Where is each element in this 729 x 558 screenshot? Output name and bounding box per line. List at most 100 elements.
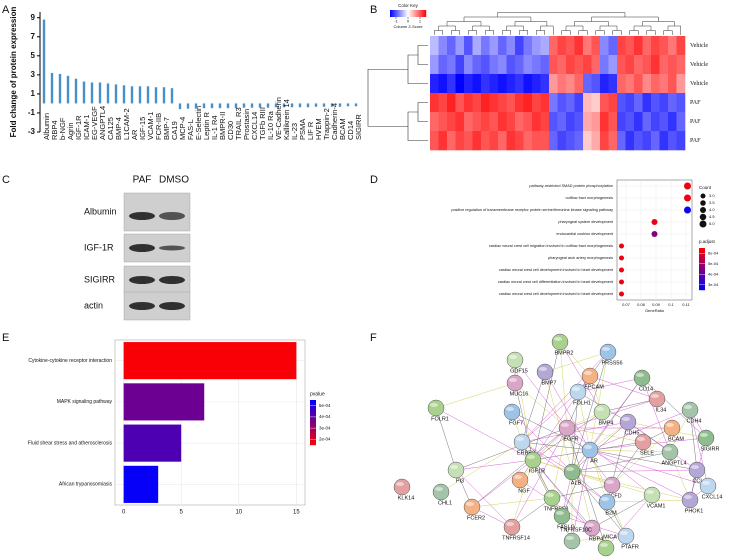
heatmap-cell [642, 93, 652, 113]
heatmap-cell [583, 93, 592, 113]
network-edge [514, 382, 534, 461]
network-node [553, 507, 571, 525]
bar [306, 103, 310, 108]
colorbar-swatch [310, 424, 316, 426]
heatmap-cell [659, 74, 669, 94]
heatmap-cell [549, 93, 558, 113]
x-tick-label: CD14 [346, 121, 355, 140]
node-label: RBP4 [589, 536, 603, 542]
network-edge [532, 459, 593, 529]
x-tick-label: IL-1 R4 [210, 115, 219, 140]
x-tick-label: IGF-15 [138, 117, 147, 140]
heatmap-cell [506, 112, 516, 132]
y-tick-label: cardiac neural crest cell development in… [499, 292, 614, 296]
legend-dot [699, 213, 707, 221]
node-highlight [584, 445, 592, 449]
key-swatch [418, 10, 420, 17]
heatmap-cell [668, 55, 677, 75]
node-label: SIGIRR [701, 446, 720, 452]
colorbar-swatch [310, 422, 316, 424]
colorbar-swatch [310, 426, 316, 428]
heatmap-cell [540, 131, 550, 151]
network-edge [589, 375, 658, 400]
key-swatch [393, 10, 395, 17]
colorbar-label: 4e-04 [319, 414, 331, 419]
node-label: NGF [518, 488, 530, 494]
node-highlight [506, 522, 514, 526]
node-label: FOLR1 [431, 416, 449, 422]
heatmap-cell [591, 74, 601, 94]
x-tick-label: BCAM [338, 118, 347, 140]
colorbar-swatch [699, 287, 705, 289]
heatmap-cell [659, 112, 669, 132]
heatmap-cell [617, 112, 626, 132]
node-label: BMP4 [599, 420, 614, 426]
colorbar-label: 5e-04 [708, 261, 719, 266]
colorbar-swatch [699, 265, 705, 267]
network-edge [521, 391, 579, 443]
dendrogram [578, 30, 588, 35]
node-label: TNFRSF10C [560, 527, 592, 533]
colorbar-swatch [310, 415, 316, 417]
network-edge [566, 398, 658, 429]
node-label: BMPR2 [555, 350, 574, 356]
network-node [699, 477, 717, 495]
node-label: IGF1R [529, 468, 545, 474]
network-node [681, 491, 699, 509]
network-edge [471, 497, 553, 508]
colorbar-swatch [310, 408, 316, 410]
network-edge [511, 411, 591, 451]
blot-row-label: Albumin [84, 206, 117, 216]
key-swatch [398, 10, 400, 17]
colorbar-swatch [310, 442, 316, 444]
heatmap-cell [523, 55, 533, 75]
node-label: ERBB2 [517, 450, 535, 456]
heatmap-cell [566, 93, 575, 113]
dendrogram [561, 30, 571, 35]
x-tick-label: Cadherin-4 [330, 103, 339, 140]
colorbar-swatch [310, 417, 316, 419]
colorbar-swatch [699, 280, 705, 282]
heatmap-cell [481, 74, 490, 94]
heatmap-cell [540, 36, 550, 56]
colorbar-swatch [699, 269, 705, 271]
bar [242, 103, 246, 108]
colorbar-swatch [310, 431, 316, 433]
network-node [432, 483, 450, 501]
dendrogram [663, 30, 673, 35]
x-tick-label: LIF R [306, 121, 315, 140]
heatmap-cell [617, 36, 626, 56]
x-tick-label: BMP-7 [162, 117, 171, 140]
heatmap-cell [634, 93, 643, 113]
node-label: PTAFR [621, 544, 639, 550]
network-node [563, 532, 581, 550]
x-tick-label: FAS-L [186, 119, 195, 140]
bar [146, 86, 150, 104]
heatmap-cell [591, 93, 601, 113]
x-tick-label: FCR-IIB [154, 113, 163, 140]
key-swatch [421, 10, 423, 17]
y-tick-label: pharyngeal arch artery morphogenesis [548, 256, 613, 260]
x-tick-label: VE-Cadherin [274, 97, 283, 140]
network-edge [589, 351, 609, 451]
y-tick-label: cardiac neural crest cell migration invo… [489, 244, 613, 248]
heatmap-cell [438, 55, 448, 75]
key-swatch [412, 10, 414, 17]
heatmap-cell [523, 93, 533, 113]
node-highlight [450, 465, 458, 469]
bar [123, 424, 182, 462]
row-label: PAF [690, 100, 701, 106]
network-edge [559, 341, 603, 413]
heatmap-cell [668, 112, 677, 132]
bar [98, 82, 102, 104]
heatmap-cell [489, 36, 499, 56]
x-tick-label: 0.11 [682, 302, 690, 307]
heatmap-cell [574, 74, 584, 94]
heatmap-cell [676, 36, 686, 56]
network-edge [566, 375, 591, 429]
heatmap-cell [498, 131, 507, 151]
heatmap-cell [498, 36, 507, 56]
key-swatch [396, 10, 398, 17]
heatmap-cell [506, 74, 516, 94]
node-highlight [664, 447, 672, 451]
